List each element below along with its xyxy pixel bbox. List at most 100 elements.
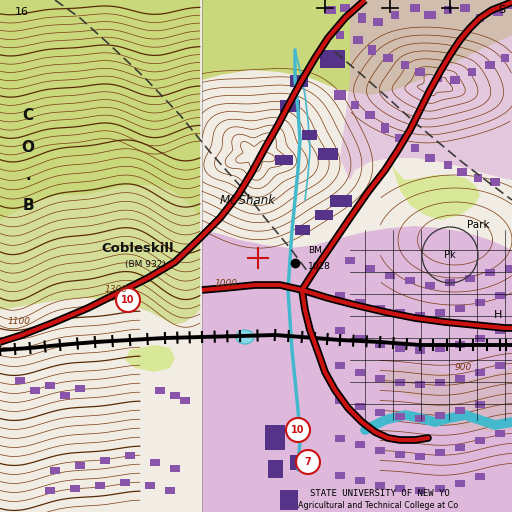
Polygon shape — [380, 365, 512, 408]
Text: 1300: 1300 — [105, 286, 128, 294]
Bar — [50, 467, 60, 474]
Text: 1000: 1000 — [215, 279, 238, 288]
Bar — [385, 272, 395, 279]
Bar — [375, 447, 385, 454]
Bar — [475, 401, 485, 408]
Bar — [410, 4, 420, 12]
Bar — [415, 347, 425, 354]
Text: 900: 900 — [455, 364, 472, 373]
Bar — [30, 387, 40, 394]
Bar — [415, 381, 425, 388]
Bar — [290, 455, 302, 470]
Bar — [381, 123, 389, 133]
Bar — [455, 480, 465, 487]
Bar — [475, 335, 485, 342]
Circle shape — [116, 288, 140, 312]
Bar — [265, 425, 285, 450]
Bar — [465, 275, 475, 282]
Bar — [435, 449, 445, 456]
Bar — [450, 76, 460, 84]
Bar — [275, 155, 293, 165]
Bar — [505, 265, 512, 272]
Text: 1100: 1100 — [8, 317, 31, 327]
Bar — [391, 11, 399, 19]
Text: O: O — [22, 140, 34, 156]
Bar — [375, 375, 385, 382]
Bar — [70, 485, 80, 492]
Bar — [475, 369, 485, 376]
Bar — [315, 210, 333, 220]
Bar — [355, 477, 365, 484]
Bar — [100, 457, 110, 464]
Bar — [424, 11, 436, 19]
Text: 10: 10 — [291, 425, 305, 435]
Bar — [375, 341, 385, 348]
Bar — [375, 305, 385, 312]
Bar — [45, 382, 55, 389]
Bar — [355, 369, 365, 376]
Text: 16: 16 — [15, 7, 29, 17]
Bar — [355, 299, 365, 306]
Polygon shape — [350, 0, 512, 60]
Text: Agricultural and Technical College at Co: Agricultural and Technical College at Co — [298, 501, 458, 510]
Bar — [320, 50, 345, 68]
Text: BM: BM — [308, 246, 322, 255]
Bar — [493, 8, 503, 16]
Polygon shape — [0, 0, 200, 160]
Bar — [170, 392, 180, 399]
Bar — [155, 387, 165, 394]
Bar — [395, 485, 405, 492]
Circle shape — [296, 450, 320, 474]
Bar — [125, 452, 135, 459]
Bar — [353, 36, 363, 44]
Bar — [475, 437, 485, 444]
Bar — [145, 482, 155, 489]
Bar — [475, 299, 485, 306]
Bar — [45, 487, 55, 494]
Bar — [445, 279, 455, 286]
Polygon shape — [202, 0, 512, 95]
Bar — [425, 282, 435, 289]
Text: (BM 932): (BM 932) — [124, 261, 165, 269]
Bar — [395, 451, 405, 458]
Text: 7: 7 — [305, 457, 311, 467]
Bar — [358, 13, 366, 23]
Bar — [75, 462, 85, 469]
Polygon shape — [340, 0, 512, 180]
Bar — [351, 101, 359, 109]
Bar — [120, 479, 130, 486]
Bar — [165, 487, 175, 494]
Bar — [365, 111, 375, 119]
Bar — [411, 144, 419, 152]
Bar — [280, 490, 298, 510]
Bar — [395, 134, 405, 142]
Bar — [60, 392, 70, 399]
Bar — [455, 375, 465, 382]
Bar — [335, 292, 345, 299]
Bar — [415, 487, 425, 494]
Polygon shape — [0, 60, 200, 220]
Bar — [401, 61, 409, 69]
Text: 1028: 1028 — [308, 262, 331, 271]
Bar — [485, 61, 495, 69]
Bar — [375, 409, 385, 416]
Bar — [324, 6, 336, 14]
Bar — [435, 379, 445, 386]
Text: Park: Park — [466, 220, 489, 230]
Bar — [180, 397, 190, 404]
Bar — [415, 453, 425, 460]
Bar — [405, 277, 415, 284]
Bar — [435, 412, 445, 419]
Polygon shape — [202, 226, 512, 512]
Bar — [345, 257, 355, 264]
Bar — [475, 473, 485, 480]
Polygon shape — [420, 395, 512, 432]
Text: STATE UNIVERSITY OF NEW YO: STATE UNIVERSITY OF NEW YO — [310, 489, 450, 499]
Bar — [373, 18, 383, 26]
Bar — [444, 6, 452, 14]
Bar — [334, 90, 346, 100]
Bar — [476, 14, 484, 22]
Bar — [395, 413, 405, 420]
Bar — [335, 435, 345, 442]
Bar — [485, 269, 495, 276]
